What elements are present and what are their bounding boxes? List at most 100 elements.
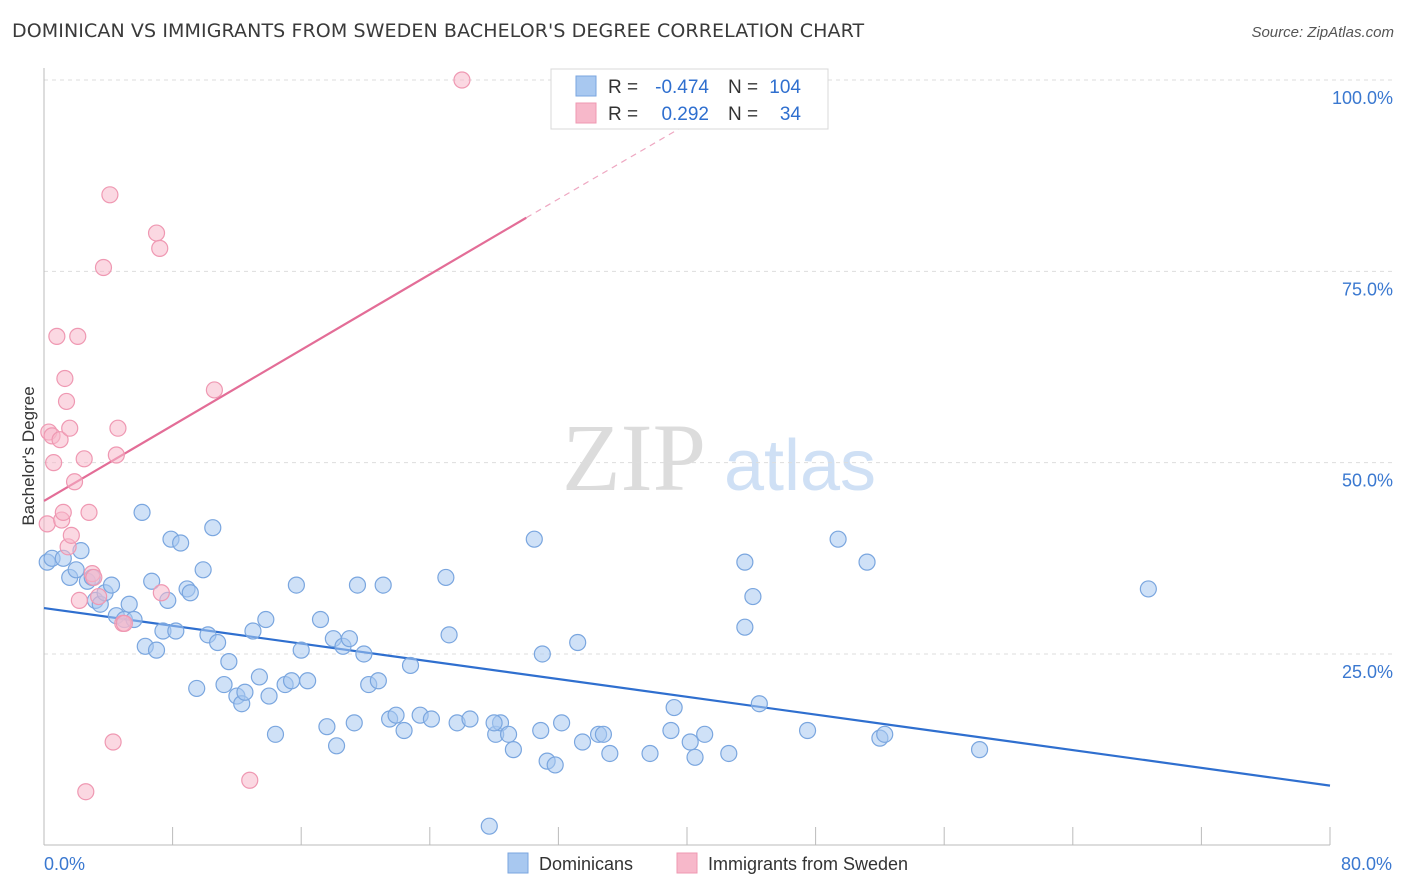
point-dominicans bbox=[569, 633, 587, 652]
point-dominicans bbox=[133, 503, 151, 521]
point-dominicans bbox=[204, 519, 222, 537]
legend-swatch-dominicans bbox=[507, 852, 529, 874]
point-dominicans bbox=[461, 710, 479, 728]
point-dominicans bbox=[798, 721, 817, 740]
point-dominicans bbox=[299, 672, 317, 690]
point-sweden bbox=[70, 591, 88, 610]
point-sweden bbox=[104, 733, 122, 751]
stats-r-label: R = bbox=[608, 77, 638, 98]
stats-r-label: R = bbox=[608, 104, 638, 125]
gridlines bbox=[44, 79, 1392, 655]
point-dominicans bbox=[437, 568, 455, 587]
point-sweden bbox=[48, 327, 66, 345]
point-dominicans bbox=[287, 576, 305, 594]
point-dominicans bbox=[236, 683, 254, 701]
point-dominicans bbox=[209, 633, 227, 652]
point-dominicans bbox=[143, 572, 161, 590]
stats-r-value: 0.292 bbox=[661, 104, 709, 125]
point-dominicans bbox=[102, 576, 121, 594]
point-sweden bbox=[147, 224, 166, 242]
point-dominicans bbox=[188, 679, 206, 698]
point-dominicans bbox=[970, 741, 989, 759]
point-dominicans bbox=[260, 687, 278, 705]
point-dominicans bbox=[120, 595, 138, 613]
point-dominicans bbox=[369, 672, 387, 690]
point-dominicans bbox=[395, 721, 413, 740]
point-dominicans bbox=[736, 553, 754, 571]
point-dominicans bbox=[374, 576, 392, 594]
point-sweden bbox=[75, 450, 93, 468]
stats-n-value: 34 bbox=[780, 104, 802, 125]
point-dominicans bbox=[686, 748, 704, 766]
point-dominicans bbox=[220, 653, 238, 671]
point-dominicans bbox=[167, 622, 185, 640]
point-dominicans bbox=[401, 656, 420, 675]
stats-n-label: N = bbox=[728, 77, 758, 98]
point-dominicans bbox=[744, 587, 762, 606]
point-dominicans bbox=[266, 725, 285, 743]
stats-n-value: 104 bbox=[769, 77, 801, 98]
point-dominicans bbox=[485, 714, 503, 732]
point-dominicans bbox=[355, 645, 373, 663]
point-dominicans bbox=[601, 744, 619, 763]
point-sweden bbox=[241, 771, 259, 789]
point-dominicans bbox=[736, 618, 754, 636]
point-dominicans bbox=[532, 721, 550, 740]
point-sweden bbox=[152, 584, 170, 602]
point-dominicans bbox=[480, 817, 498, 835]
point-dominicans bbox=[67, 561, 85, 579]
chart-title: DOMINICAN VS IMMIGRANTS FROM SWEDEN BACH… bbox=[12, 20, 865, 42]
x-tick-label-max: 80.0% bbox=[1341, 854, 1392, 874]
point-sweden bbox=[107, 446, 125, 464]
point-sweden bbox=[109, 419, 127, 437]
y-axis-label: Bachelor's Degree bbox=[19, 386, 38, 525]
watermark-zip: ZIP bbox=[562, 404, 706, 511]
point-sweden bbox=[77, 783, 95, 801]
point-dominicans bbox=[858, 553, 876, 571]
stats-swatch-blue bbox=[575, 75, 597, 97]
point-dominicans bbox=[172, 534, 190, 552]
point-sweden bbox=[62, 526, 80, 544]
point-sweden bbox=[56, 369, 74, 388]
x-tick-label-min: 0.0% bbox=[44, 854, 85, 874]
point-sweden bbox=[38, 515, 56, 533]
point-dominicans bbox=[257, 610, 275, 629]
point-dominicans bbox=[681, 733, 699, 751]
point-dominicans bbox=[750, 695, 768, 713]
legend-swatch-sweden bbox=[676, 852, 698, 874]
point-dominicans bbox=[594, 725, 613, 743]
point-sweden bbox=[101, 186, 119, 204]
legend-label-sweden: Immigrants from Sweden bbox=[708, 854, 908, 874]
point-dominicans bbox=[327, 737, 346, 755]
point-sweden bbox=[45, 454, 63, 472]
point-sweden bbox=[453, 71, 471, 89]
legend: Dominicans Immigrants from Sweden bbox=[507, 852, 908, 874]
point-dominicans bbox=[876, 725, 894, 743]
point-dominicans bbox=[387, 706, 405, 724]
point-dominicans bbox=[244, 622, 262, 640]
point-sweden bbox=[57, 392, 76, 411]
point-dominicans bbox=[829, 530, 847, 548]
point-dominicans bbox=[546, 756, 564, 774]
point-dominicans bbox=[318, 718, 336, 736]
point-dominicans bbox=[720, 744, 738, 763]
point-sweden bbox=[80, 503, 98, 521]
point-dominicans bbox=[440, 626, 458, 644]
point-sweden bbox=[65, 473, 84, 491]
point-sweden bbox=[94, 258, 113, 277]
point-dominicans bbox=[665, 698, 683, 717]
stats-box: R = -0.474 N = 104 R = 0.292 N = 34 bbox=[550, 68, 829, 130]
point-dominicans bbox=[194, 561, 212, 579]
point-dominicans bbox=[573, 733, 592, 751]
point-sweden bbox=[205, 381, 223, 399]
point-sweden bbox=[54, 503, 72, 521]
point-dominicans bbox=[553, 714, 571, 732]
point-dominicans bbox=[641, 744, 659, 763]
point-dominicans bbox=[282, 672, 301, 690]
point-sweden bbox=[90, 587, 108, 606]
point-dominicans bbox=[348, 576, 367, 594]
point-dominicans bbox=[311, 610, 330, 629]
point-dominicans bbox=[250, 668, 269, 686]
point-dominicans bbox=[215, 675, 233, 694]
